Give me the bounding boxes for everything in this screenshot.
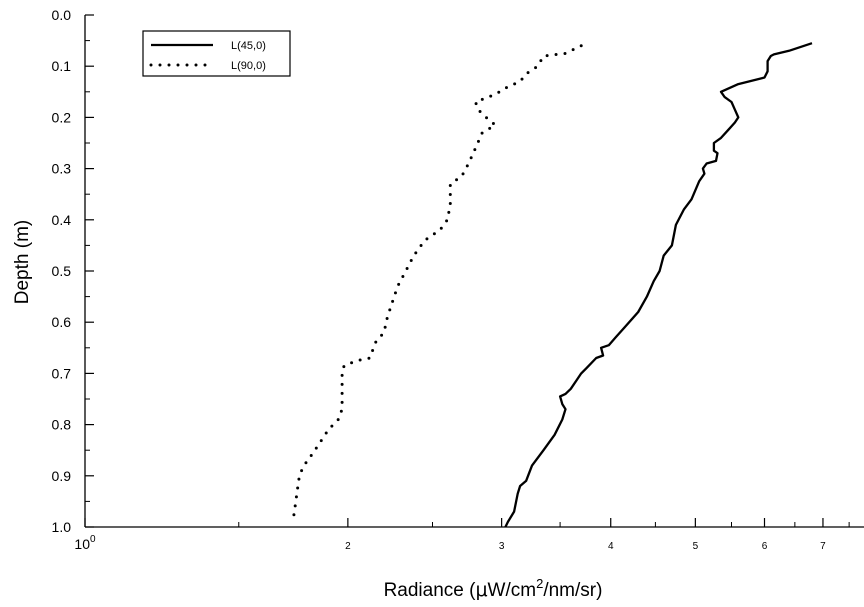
legend: L(45,0) L(90,0) bbox=[142, 30, 291, 77]
y-tick-label: 0.8 bbox=[52, 417, 72, 433]
y-tick-label: 1.0 bbox=[52, 519, 72, 535]
x-tick-label: 100 bbox=[74, 534, 96, 552]
series-layer bbox=[291, 42, 813, 528]
x-tick-label: 7 bbox=[820, 541, 826, 552]
x-tick-label: 2 bbox=[345, 541, 351, 552]
x-axis-label: Radiance (μW/cm2/nm/sr) bbox=[384, 576, 603, 601]
x-tick-label: 3 bbox=[499, 541, 505, 552]
legend-label: L(90,0) bbox=[231, 60, 266, 72]
y-axis-label: Depth (m) bbox=[12, 220, 33, 304]
x-tick-label: 6 bbox=[762, 541, 768, 552]
x-tick-label: 4 bbox=[608, 541, 614, 552]
y-tick-label: 0.3 bbox=[52, 161, 72, 177]
legend-label: L(45,0) bbox=[231, 40, 266, 52]
y-tick-label: 0.4 bbox=[52, 212, 72, 228]
y-tick-label: 0.2 bbox=[52, 109, 72, 125]
legend-box bbox=[142, 30, 291, 77]
y-tick-label: 0.7 bbox=[52, 365, 72, 381]
series-line-l90 bbox=[291, 44, 583, 524]
y-tick-label: 0.9 bbox=[52, 468, 72, 484]
y-tick-label: 0.6 bbox=[52, 314, 72, 330]
series-line-l45 bbox=[504, 42, 813, 528]
y-tick-label: 0.1 bbox=[52, 58, 72, 74]
y-tick-label: 0.0 bbox=[52, 7, 72, 23]
x-tick-label: 5 bbox=[693, 541, 699, 552]
y-tick-label: 0.5 bbox=[52, 263, 72, 279]
